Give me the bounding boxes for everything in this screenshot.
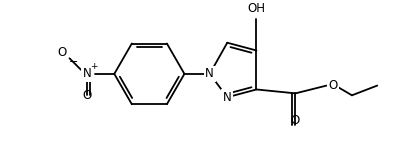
Text: O: O [57,46,66,59]
Text: −: − [69,57,78,67]
Text: O: O [328,79,338,92]
Text: N: N [205,67,214,80]
Text: +: + [90,62,98,71]
Text: O: O [291,114,300,127]
Text: N: N [223,91,232,104]
Text: OH: OH [248,2,266,15]
Text: N: N [83,67,92,80]
Text: O: O [82,89,92,102]
